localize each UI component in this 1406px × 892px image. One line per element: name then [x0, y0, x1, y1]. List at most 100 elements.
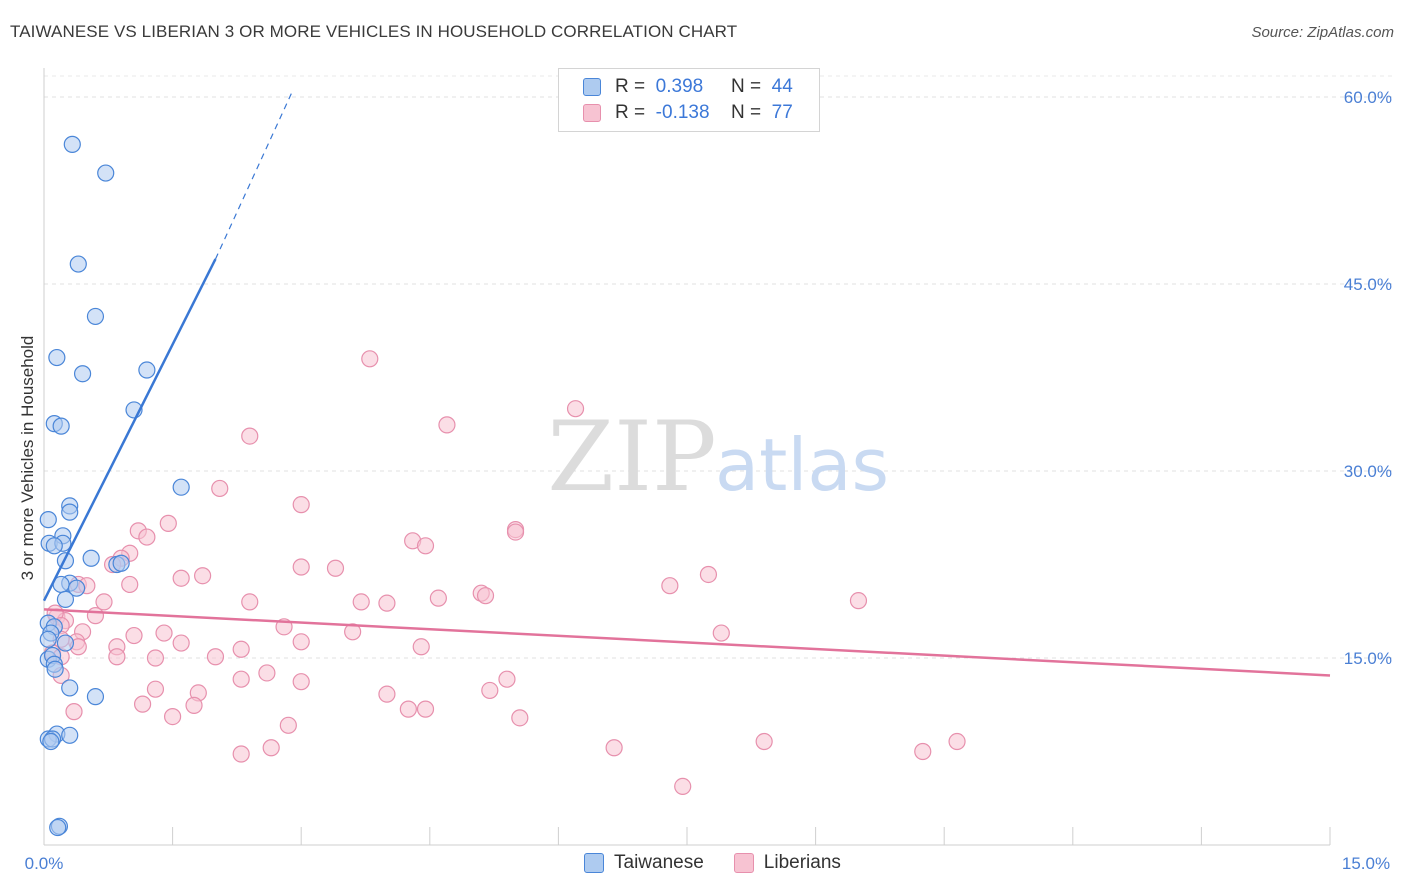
data-point [438, 416, 456, 434]
data-point [164, 707, 182, 726]
legend-item-liberians: Liberians [733, 852, 841, 874]
data-point [61, 503, 79, 521]
data-point [73, 365, 92, 383]
data-point [914, 742, 932, 761]
data-point [352, 593, 370, 611]
data-point [39, 630, 57, 648]
watermark-atlas: atlas [715, 423, 889, 507]
trend-lines [42, 90, 1331, 677]
data-point [755, 732, 773, 751]
data-point [138, 528, 156, 546]
data-point [159, 514, 177, 532]
data-point [412, 638, 430, 656]
trend-line-taiwanese [42, 258, 217, 602]
data-point [155, 624, 173, 642]
data-point [416, 537, 435, 555]
data-point [52, 417, 70, 435]
data-point [42, 732, 60, 751]
data-point [185, 696, 203, 714]
data-point [699, 565, 718, 584]
y-tick-label: 45.0% [1344, 275, 1392, 294]
data-point [125, 626, 143, 645]
data-point [67, 579, 86, 597]
legend-row-taiwanese: R = 0.398 N = 44 [583, 75, 793, 99]
data-point [511, 709, 529, 727]
data-point [146, 649, 165, 667]
data-point [82, 549, 100, 567]
data-point [232, 670, 250, 688]
data-point [108, 648, 126, 666]
series-legend: Taiwanese Liberians [584, 852, 871, 874]
data-point [121, 575, 139, 594]
data-point [344, 623, 362, 641]
data-point [61, 726, 79, 744]
data-point [292, 673, 310, 691]
data-point [45, 537, 63, 555]
data-point [232, 640, 250, 658]
data-point [498, 670, 516, 688]
data-point [48, 348, 66, 367]
data-point [506, 523, 525, 541]
liberians-swatch [583, 104, 601, 122]
series-taiwanese [39, 135, 190, 837]
data-point [69, 255, 87, 273]
data-point [566, 400, 585, 418]
data-point [399, 700, 417, 718]
data-point [481, 681, 499, 700]
grid-lines [44, 75, 1392, 659]
data-point [138, 361, 156, 379]
x-tick-label-max: 15.0% [1342, 854, 1390, 873]
y-tick-labels: 15.0% 30.0% 45.0% 60.0% [1344, 88, 1392, 668]
legend-item-taiwanese: Taiwanese [584, 852, 704, 874]
legend-row-liberians: R = -0.138 N = 77 [583, 101, 793, 125]
data-point [172, 478, 190, 496]
data-point [241, 593, 259, 611]
taiwanese-swatch [583, 78, 601, 96]
data-point [292, 633, 310, 651]
data-point [172, 569, 190, 587]
data-point [712, 624, 730, 642]
x-tick-label-min: 0.0% [25, 854, 64, 873]
data-point [262, 739, 280, 757]
r-label: R = [615, 102, 646, 123]
data-point [211, 479, 229, 498]
watermark-zip: ZIP [547, 401, 716, 513]
n-value: 77 [771, 102, 793, 123]
data-point [378, 594, 396, 612]
data-point [476, 587, 495, 605]
data-point [172, 634, 190, 652]
data-point [39, 511, 57, 529]
data-point [674, 777, 692, 796]
data-point [112, 554, 130, 572]
trend-line-taiwanese-extension [214, 90, 294, 260]
n-label: N = [730, 102, 762, 123]
data-point [378, 685, 396, 703]
data-point [46, 660, 64, 678]
data-point [97, 164, 115, 182]
y-tick-label: 30.0% [1344, 462, 1392, 481]
n-label: N = [730, 76, 762, 97]
x-tick-labels: 0.0% 15.0% [25, 854, 1390, 873]
taiwanese-legend-swatch [584, 853, 604, 873]
liberians-legend-swatch [733, 853, 754, 873]
data-point [232, 745, 250, 763]
data-point [661, 577, 679, 595]
data-point [133, 695, 152, 713]
r-label: R = [615, 76, 646, 97]
data-point [241, 427, 259, 445]
data-point [948, 732, 966, 751]
legend-label-taiwanese: Taiwanese [614, 852, 704, 873]
stats-legend: R = 0.398 N = 44 R = -0.138 N = 77 [558, 68, 820, 132]
chart-title: TAIWANESE VS LIBERIAN 3 OR MORE VEHICLES… [10, 22, 738, 41]
r-value: 0.398 [655, 76, 704, 97]
data-point [61, 679, 79, 697]
data-point [416, 700, 435, 718]
data-point [279, 716, 297, 734]
source-label: Source: ZipAtlas.com [1251, 24, 1394, 41]
data-point [429, 589, 447, 607]
data-point [63, 135, 81, 153]
data-point [292, 496, 310, 514]
data-point [361, 350, 379, 368]
data-point [86, 607, 105, 625]
data-point [56, 590, 75, 609]
